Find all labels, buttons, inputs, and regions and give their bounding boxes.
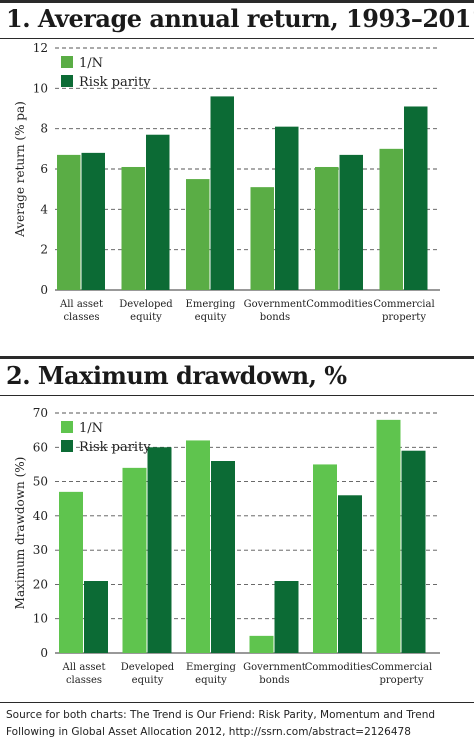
chart-1-title: 1. Average annual return, 1993–2011 bbox=[6, 4, 474, 33]
bar-one-over-n bbox=[186, 179, 210, 290]
bar-one-over-n bbox=[379, 148, 403, 290]
category-label: property bbox=[382, 312, 426, 323]
category-label: Government bbox=[244, 299, 307, 310]
chart-2-maximum-drawdown: 0 10 20 30 40 50 60 70 Maximum drawdown (%) All a… bbox=[13, 406, 440, 686]
bar-risk-parity bbox=[404, 106, 428, 290]
chart-1-average-annual-return: 0 2 4 6 8 10 12 Average return (% pa) All asset c… bbox=[13, 41, 440, 323]
category-label: equity bbox=[195, 312, 227, 323]
y-tick-label: 10 bbox=[33, 612, 48, 626]
category-label: All asset bbox=[59, 299, 103, 310]
bar-risk-parity bbox=[338, 495, 362, 653]
legend-swatch bbox=[61, 75, 73, 87]
category-label: bonds bbox=[259, 675, 289, 686]
bar-one-over-n bbox=[313, 464, 337, 653]
y-tick-label: 70 bbox=[33, 406, 48, 420]
bar-one-over-n bbox=[57, 154, 81, 290]
category-label: classes bbox=[63, 312, 99, 323]
legend-swatch bbox=[61, 56, 73, 68]
y-tick-label: 2 bbox=[40, 243, 48, 257]
category-label: property bbox=[380, 675, 424, 686]
y-tick-label: 12 bbox=[33, 41, 48, 55]
chart-1-title-rule bbox=[0, 38, 474, 39]
legend-label: Risk parity bbox=[79, 440, 151, 455]
y-tick-label: 4 bbox=[40, 202, 48, 216]
source-rule bbox=[0, 702, 474, 703]
bar-one-over-n bbox=[249, 635, 274, 653]
y-tick-label: 0 bbox=[40, 283, 48, 297]
category-label: Developed bbox=[119, 299, 173, 310]
bar-risk-parity bbox=[274, 581, 299, 653]
y-tick-label: 50 bbox=[33, 475, 48, 489]
y-tick-label: 20 bbox=[33, 577, 48, 591]
category-label: equity bbox=[132, 675, 164, 686]
category-label: Developed bbox=[121, 662, 175, 673]
bar-risk-parity bbox=[84, 581, 108, 653]
bar-one-over-n bbox=[59, 491, 83, 653]
bar-one-over-n bbox=[121, 166, 145, 290]
bar-risk-parity bbox=[339, 154, 363, 290]
middle-rule bbox=[0, 356, 474, 359]
bar-risk-parity bbox=[275, 126, 299, 291]
category-label: bonds bbox=[260, 312, 290, 323]
source-note: Source for both charts: The Trend is Our… bbox=[6, 709, 436, 738]
bar-risk-parity bbox=[146, 134, 170, 290]
category-label: Emerging bbox=[186, 299, 237, 310]
top-rule bbox=[0, 0, 474, 3]
category-label: equity bbox=[195, 675, 227, 686]
legend-label: 1/N bbox=[79, 421, 103, 436]
category-label: Commercial bbox=[373, 299, 434, 310]
bar-one-over-n bbox=[376, 419, 401, 653]
legend-label: Risk parity bbox=[79, 75, 151, 90]
bar-one-over-n bbox=[250, 187, 274, 290]
bar-risk-parity bbox=[210, 96, 234, 291]
bar-one-over-n bbox=[315, 166, 339, 290]
category-label: Government bbox=[243, 662, 306, 673]
category-label: Commodities bbox=[306, 299, 373, 310]
category-label: equity bbox=[130, 312, 162, 323]
category-label: Commercial bbox=[371, 662, 432, 673]
legend-label: 1/N bbox=[79, 56, 103, 71]
bar-risk-parity bbox=[401, 450, 426, 653]
y-axis-label: Average return (% pa) bbox=[13, 101, 27, 238]
y-axis-label: Maximum drawdown (%) bbox=[13, 457, 27, 610]
category-label: classes bbox=[66, 675, 102, 686]
bar-one-over-n bbox=[122, 467, 147, 653]
y-tick-label: 30 bbox=[33, 543, 48, 557]
legend-swatch bbox=[61, 421, 73, 433]
y-tick-label: 60 bbox=[33, 440, 48, 454]
bar-one-over-n bbox=[186, 440, 210, 653]
y-tick-label: 40 bbox=[33, 509, 48, 523]
y-tick-label: 0 bbox=[40, 646, 48, 660]
y-tick-label: 8 bbox=[40, 122, 48, 136]
chart-2-title: 2. Maximum drawdown, % bbox=[6, 361, 347, 390]
bar-risk-parity bbox=[81, 152, 105, 290]
category-label: Emerging bbox=[186, 662, 237, 673]
category-label: Commodities bbox=[305, 662, 372, 673]
chart-2-title-rule bbox=[0, 395, 474, 396]
legend-swatch bbox=[61, 440, 73, 452]
category-label: All asset bbox=[62, 662, 106, 673]
bar-risk-parity bbox=[211, 461, 235, 653]
y-tick-label: 10 bbox=[33, 81, 48, 95]
bar-risk-parity bbox=[147, 447, 172, 653]
y-tick-label: 6 bbox=[40, 162, 48, 176]
